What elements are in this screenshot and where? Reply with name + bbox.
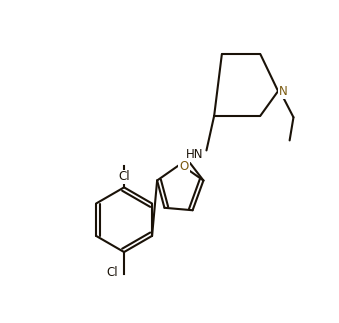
Text: HN: HN: [185, 148, 203, 161]
Text: O: O: [180, 160, 189, 173]
Text: Cl: Cl: [118, 171, 130, 183]
Text: Cl: Cl: [106, 266, 118, 278]
Text: N: N: [279, 85, 288, 98]
